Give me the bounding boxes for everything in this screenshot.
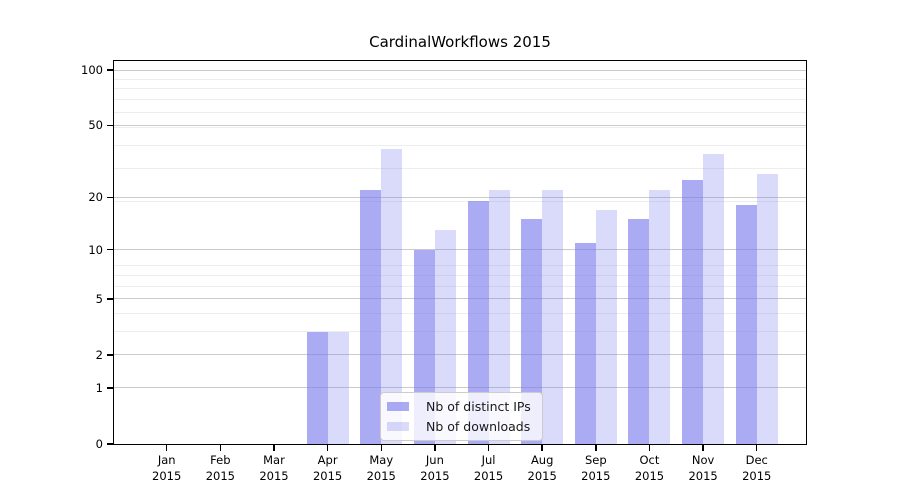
legend-swatch	[387, 422, 409, 431]
x-tick-mark	[541, 445, 543, 451]
y-tick-mark	[107, 354, 113, 356]
x-tick-mark	[326, 445, 329, 451]
gridline-major	[114, 249, 806, 251]
gridline-minor	[114, 331, 806, 333]
x-tick-label: Nov 2015	[688, 453, 718, 483]
y-tick-label: 10	[88, 242, 103, 257]
x-tick-label: Feb 2015	[205, 453, 235, 483]
gridline-minor	[114, 313, 806, 315]
x-tick-label: Jan 2015	[152, 453, 182, 483]
bar-nb-of-distinct-ips	[467, 201, 489, 444]
gridline-minor	[114, 99, 806, 101]
gridline-minor	[114, 285, 806, 287]
x-tick-mark	[434, 445, 436, 451]
x-tick-mark	[487, 445, 490, 451]
bar-nb-of-downloads	[595, 209, 617, 444]
legend: Nb of distinct IPs Nb of downloads	[380, 392, 543, 441]
x-tick-label: May 2015	[366, 453, 396, 483]
legend-row: Nb of distinct IPs	[387, 399, 531, 414]
y-tick-mark	[107, 124, 113, 127]
y-tick-mark	[107, 443, 113, 445]
x-tick-label: Oct 2015	[634, 453, 665, 483]
x-tick-label: Jun 2015	[420, 453, 450, 483]
gridline-major	[114, 387, 806, 389]
legend-swatch	[387, 402, 409, 411]
y-tick-mark	[107, 387, 113, 389]
bar-nb-of-distinct-ips	[735, 205, 757, 444]
y-tick-mark	[107, 69, 113, 71]
bar-nb-of-downloads	[703, 153, 725, 444]
y-tick-label: 50	[88, 118, 103, 133]
x-tick-mark	[595, 445, 597, 451]
y-tick-label: 20	[88, 190, 103, 205]
bar-nb-of-downloads	[488, 189, 510, 444]
bar-nb-of-distinct-ips	[682, 180, 704, 444]
y-tick-mark	[107, 196, 113, 199]
y-tick-mark	[107, 248, 113, 251]
bar-nb-of-distinct-ips	[306, 331, 328, 444]
legend-row: Nb of downloads	[387, 419, 531, 434]
x-tick-label: Jul 2015	[473, 453, 504, 483]
gridline-minor	[114, 111, 806, 113]
gridline-minor	[114, 265, 806, 267]
x-tick-mark	[165, 445, 168, 451]
bar-nb-of-downloads	[756, 174, 778, 444]
legend-label: Nb of distinct IPs	[426, 399, 531, 414]
y-tick-label: 2	[95, 347, 103, 362]
gridline-major	[114, 69, 806, 71]
x-tick-label: Dec 2015	[742, 453, 772, 483]
gridline-minor	[114, 144, 806, 146]
x-tick-label: Apr 2015	[312, 453, 343, 483]
y-tick-label: 100	[81, 63, 103, 78]
plot-area: Nb of distinct IPs Nb of downloads	[113, 60, 807, 445]
gridline-major	[114, 354, 806, 356]
gridline-major	[114, 298, 806, 300]
legend-label: Nb of downloads	[426, 419, 531, 434]
x-tick-mark	[755, 445, 758, 451]
bar-nb-of-downloads	[381, 149, 403, 444]
bar-nb-of-distinct-ips	[360, 189, 382, 444]
y-tick-label: 5	[95, 291, 103, 306]
bar-nb-of-downloads	[649, 189, 671, 444]
bar-nb-of-downloads	[327, 331, 349, 444]
x-tick-mark	[380, 445, 382, 451]
bar-nb-of-distinct-ips	[574, 242, 596, 444]
x-tick-mark	[648, 445, 651, 451]
x-tick-mark	[273, 445, 275, 451]
y-tick-mark	[107, 298, 113, 300]
gridline-minor	[114, 126, 806, 128]
x-tick-label: Sep 2015	[581, 453, 611, 483]
gridline-minor	[114, 167, 806, 169]
y-tick-label: 0	[95, 437, 103, 451]
gridline-minor	[114, 78, 806, 80]
bar-nb-of-downloads	[542, 189, 564, 444]
bar-nb-of-downloads	[434, 230, 456, 444]
chart-title: CardinalWorkflows 2015	[369, 33, 551, 51]
x-tick-label: Aug 2015	[527, 453, 557, 483]
gridline-minor	[114, 275, 806, 277]
gridline-minor	[114, 200, 806, 202]
x-tick-label: Mar 2015	[259, 453, 289, 483]
x-tick-mark	[219, 445, 222, 451]
gridline-minor	[114, 88, 806, 90]
y-tick-label: 1	[95, 380, 103, 395]
bar-nb-of-distinct-ips	[628, 219, 650, 444]
gridline-major	[114, 124, 806, 126]
x-tick-mark	[702, 445, 704, 451]
bar-nb-of-distinct-ips	[521, 219, 543, 444]
gridline-major	[114, 196, 806, 198]
